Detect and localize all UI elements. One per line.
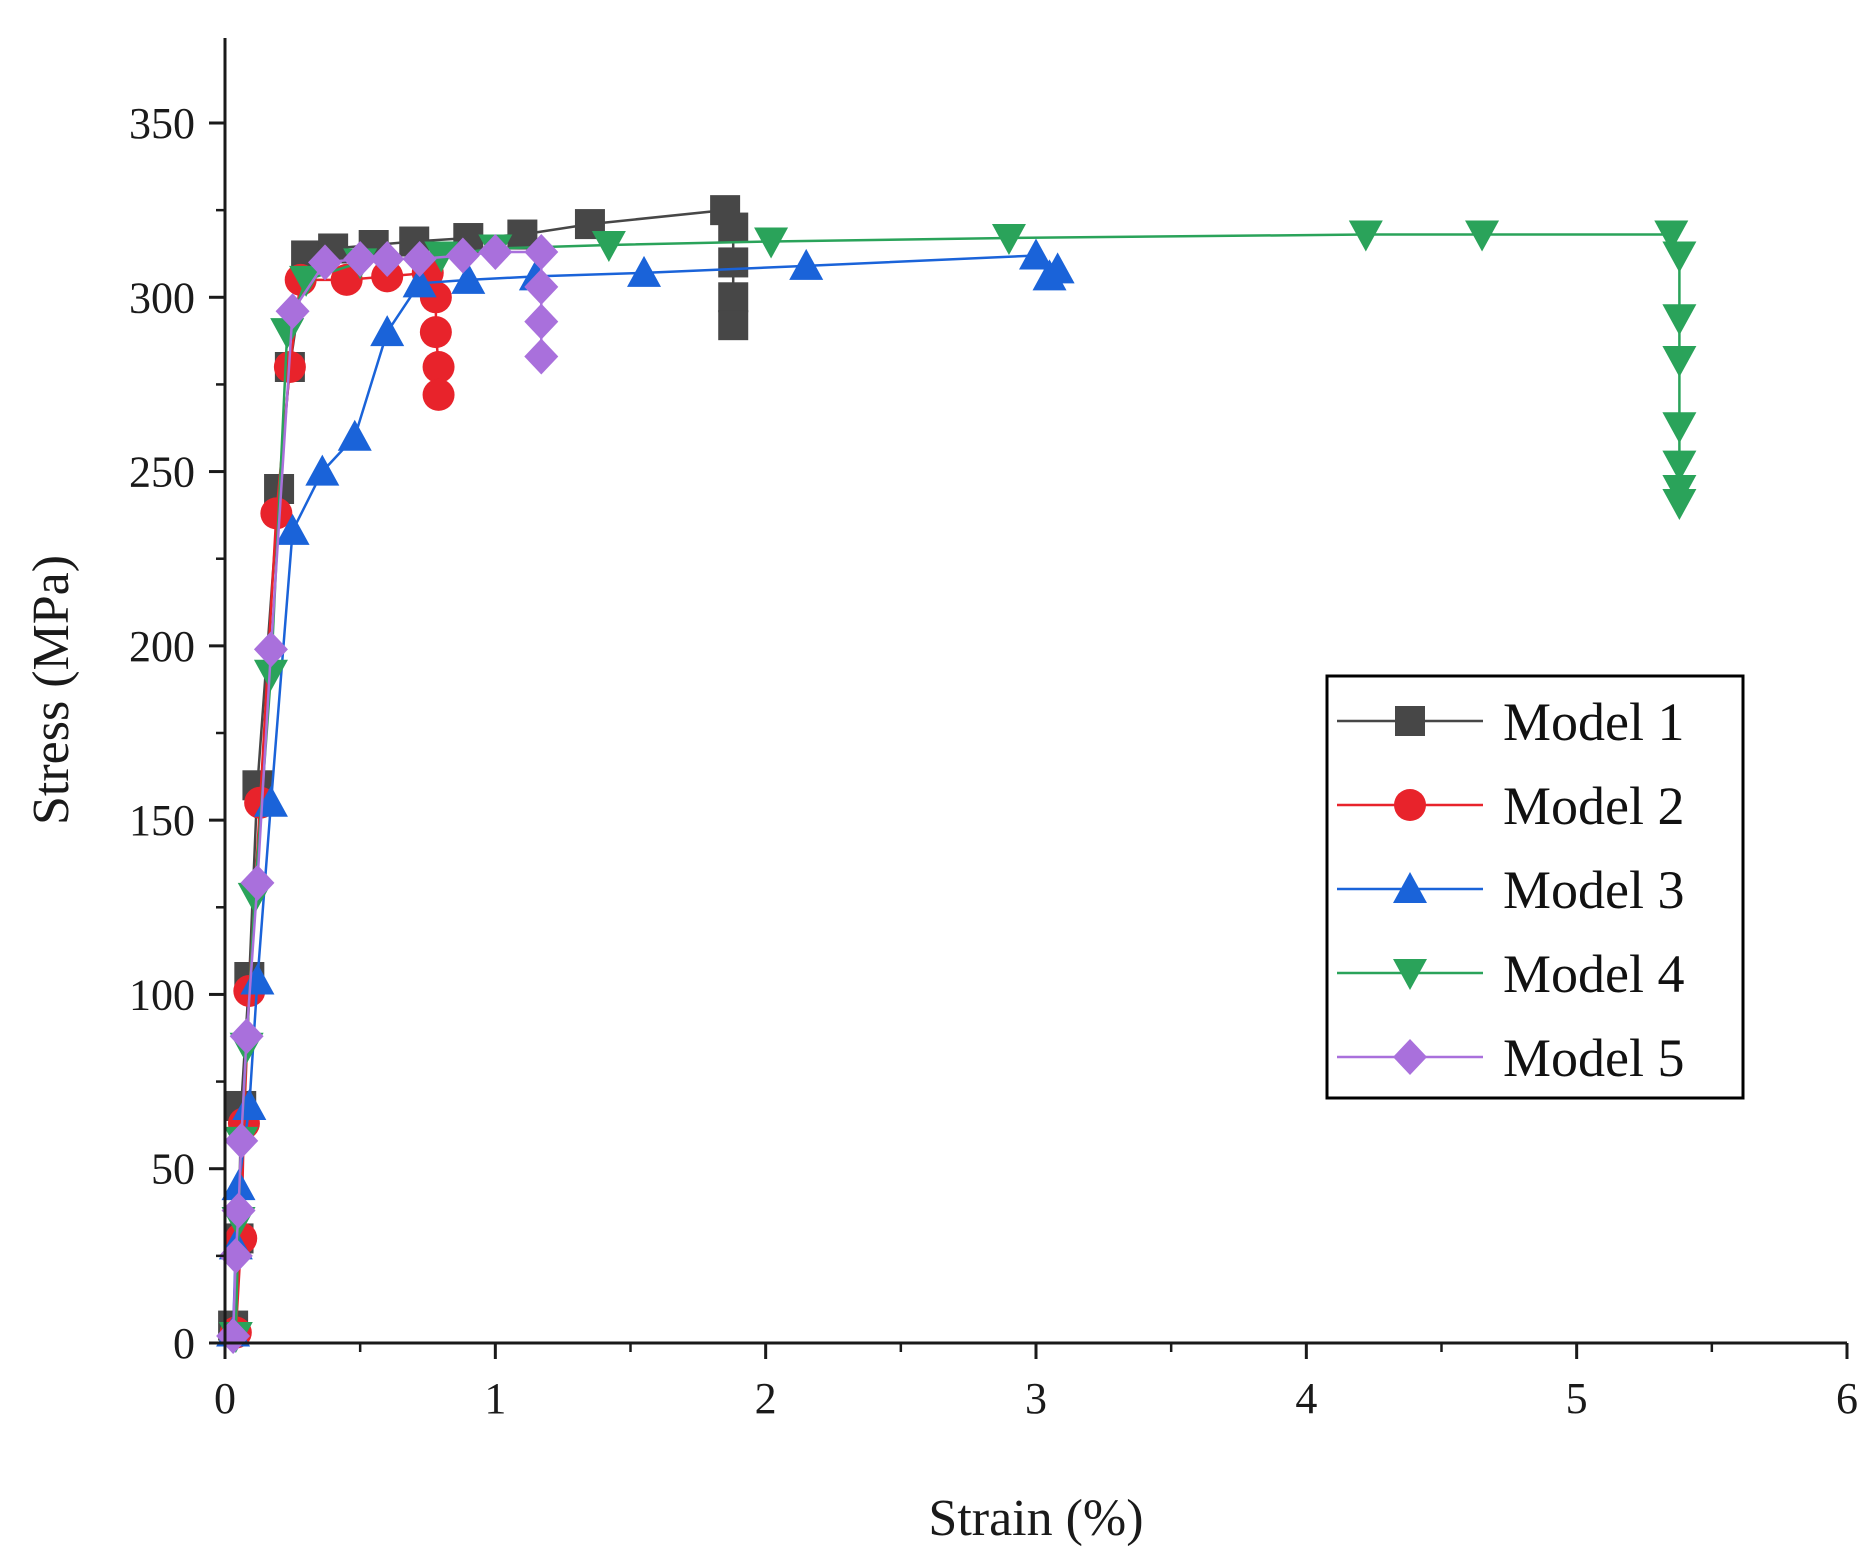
data-point — [718, 282, 749, 313]
data-point — [422, 351, 455, 383]
x-tick-label: 5 — [1566, 1374, 1588, 1423]
series-4 — [218, 220, 1697, 1354]
data-point — [1348, 220, 1383, 252]
x-tick-label: 3 — [1025, 1374, 1047, 1423]
x-tick-label: 1 — [484, 1374, 506, 1423]
legend-label: Model 3 — [1503, 860, 1685, 920]
x-axis-title: Strain (%) — [928, 1490, 1143, 1547]
data-point — [718, 310, 749, 341]
legend-item: Model 5 — [1337, 1028, 1685, 1088]
data-point — [789, 248, 824, 280]
legend-marker — [1394, 789, 1426, 821]
data-point — [370, 315, 405, 347]
y-tick-label: 0 — [173, 1319, 195, 1368]
data-point — [289, 265, 324, 297]
x-tick-label: 4 — [1295, 1374, 1317, 1423]
y-tick-label: 250 — [129, 448, 195, 497]
legend-marker — [1393, 872, 1427, 903]
data-point — [221, 1192, 256, 1229]
data-point — [591, 231, 626, 262]
legend-label: Model 4 — [1503, 944, 1685, 1004]
data-point — [451, 262, 486, 294]
data-point — [1465, 220, 1500, 252]
series-2 — [219, 256, 455, 1349]
y-tick-label: 350 — [129, 99, 195, 148]
legend-marker — [1395, 706, 1425, 736]
data-point — [402, 240, 437, 277]
data-point — [343, 240, 378, 277]
data-point — [524, 233, 559, 270]
data-point — [1040, 252, 1075, 284]
data-point — [524, 338, 559, 375]
data-point — [253, 659, 288, 691]
data-point — [402, 266, 437, 298]
series-layer — [216, 195, 1697, 1355]
series-3 — [216, 238, 1075, 1347]
legend-item: Model 3 — [1337, 860, 1685, 920]
data-point — [1662, 304, 1697, 336]
data-point — [524, 268, 559, 305]
data-point — [253, 631, 288, 668]
data-point — [224, 1122, 259, 1159]
legend-marker — [1393, 959, 1427, 990]
legend-item: Model 2 — [1337, 776, 1685, 836]
data-point — [229, 1018, 264, 1055]
data-point — [240, 864, 275, 901]
data-point — [1662, 346, 1697, 378]
legend-label: Model 1 — [1503, 692, 1685, 752]
data-point — [1019, 238, 1053, 270]
data-point — [1662, 241, 1697, 273]
legend-box — [1325, 674, 1745, 1100]
x-tick-label: 6 — [1836, 1374, 1858, 1423]
x-tick-label: 0 — [214, 1374, 236, 1423]
data-point — [337, 419, 372, 451]
legend-marker — [1393, 1039, 1427, 1075]
data-point — [478, 233, 513, 270]
data-point — [718, 247, 749, 278]
data-point — [422, 378, 455, 411]
legend-item: Model 4 — [1337, 944, 1685, 1004]
data-point — [218, 1237, 253, 1274]
data-point — [627, 255, 662, 287]
data-point — [308, 244, 343, 281]
data-point — [275, 293, 310, 330]
data-point — [305, 454, 340, 486]
legend: Model 1 Model 2 Model 3 Model 4 Model 5 — [1325, 674, 1745, 1100]
data-point — [1662, 412, 1697, 444]
data-point — [419, 316, 452, 349]
data-point — [330, 263, 363, 296]
x-tick-label: 2 — [755, 1374, 777, 1423]
legend-label: Model 5 — [1503, 1028, 1685, 1088]
data-point — [260, 497, 293, 530]
data-point — [1662, 488, 1697, 520]
data-point — [524, 303, 559, 340]
legend-label: Model 2 — [1503, 776, 1685, 836]
y-tick-label: 300 — [129, 273, 195, 322]
data-point — [1654, 220, 1689, 252]
series-line — [231, 208, 735, 1326]
y-tick-label: 50 — [151, 1145, 195, 1194]
series-line — [231, 254, 1059, 1333]
ticks: 0 1 2 3 4 5 6 0 50 100 150 200 250 300 350 — [129, 99, 1858, 1423]
legend-item: Model 1 — [1337, 692, 1685, 752]
data-point — [754, 227, 789, 259]
y-tick-label: 100 — [129, 970, 195, 1019]
data-point — [445, 237, 480, 274]
y-tick-label: 200 — [129, 622, 195, 671]
data-point — [370, 240, 405, 277]
series-line — [231, 250, 543, 1337]
data-point — [232, 1088, 267, 1120]
data-point — [1662, 450, 1697, 482]
data-point — [991, 224, 1026, 256]
data-point — [275, 513, 310, 545]
y-tick-label: 150 — [129, 796, 195, 845]
data-point — [718, 212, 749, 243]
series-5 — [216, 233, 559, 1355]
y-axis-title: Stress (MPa) — [23, 555, 80, 825]
